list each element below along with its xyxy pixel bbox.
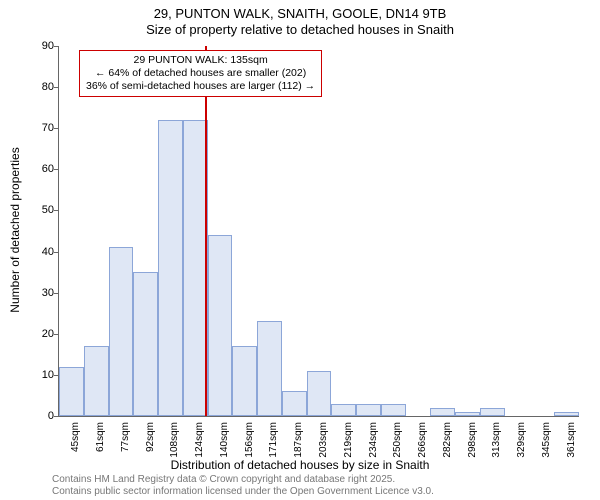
y-tick-label: 0: [0, 410, 54, 422]
histogram-bar: [331, 404, 356, 416]
x-tick-label: 45sqm: [70, 422, 81, 462]
histogram-bar: [554, 412, 579, 416]
histogram-bar: [183, 120, 208, 416]
x-tick-label: 329sqm: [516, 422, 527, 462]
annotation-line: 36% of semi-detached houses are larger (…: [86, 80, 315, 93]
x-tick-label: 345sqm: [541, 422, 552, 462]
annotation-line: 29 PUNTON WALK: 135sqm: [86, 54, 315, 67]
x-tick-label: 77sqm: [120, 422, 131, 462]
x-tick-label: 171sqm: [268, 422, 279, 462]
annotation-box: 29 PUNTON WALK: 135sqm← 64% of detached …: [79, 50, 322, 97]
x-tick-label: 108sqm: [169, 422, 180, 462]
annotation-line: ← 64% of detached houses are smaller (20…: [86, 67, 315, 80]
histogram-bar: [84, 346, 109, 416]
x-tick-label: 61sqm: [95, 422, 106, 462]
x-tick-label: 361sqm: [566, 422, 577, 462]
histogram-bar: [430, 408, 455, 416]
histogram-bar: [307, 371, 332, 416]
plot-area: 29 PUNTON WALK: 135sqm← 64% of detached …: [58, 46, 579, 417]
chart-title: 29, PUNTON WALK, SNAITH, GOOLE, DN14 9TB…: [0, 0, 600, 39]
x-tick-label: 187sqm: [293, 422, 304, 462]
y-tick-label: 40: [0, 246, 54, 258]
y-tick-label: 30: [0, 287, 54, 299]
y-tick-label: 70: [0, 122, 54, 134]
histogram-bar: [133, 272, 158, 416]
x-tick-label: 298sqm: [467, 422, 478, 462]
x-tick-label: 219sqm: [343, 422, 354, 462]
footer-line2: Contains public sector information licen…: [52, 486, 434, 498]
histogram-bar: [257, 321, 282, 416]
x-axis-label: Distribution of detached houses by size …: [0, 458, 600, 472]
property-marker-line: [205, 46, 207, 416]
histogram-bar: [158, 120, 183, 416]
x-tick-label: 250sqm: [392, 422, 403, 462]
x-tick-label: 203sqm: [318, 422, 329, 462]
y-tick-label: 20: [0, 328, 54, 340]
histogram-bar: [109, 247, 134, 416]
x-tick-label: 266sqm: [417, 422, 428, 462]
title-subtitle: Size of property relative to detached ho…: [0, 22, 600, 38]
histogram-bar: [480, 408, 505, 416]
y-tick-label: 60: [0, 163, 54, 175]
histogram-bar: [282, 391, 307, 416]
x-tick-label: 124sqm: [194, 422, 205, 462]
footer-line1: Contains HM Land Registry data © Crown c…: [52, 474, 434, 486]
histogram-bar: [356, 404, 381, 416]
histogram-bar: [208, 235, 233, 416]
x-tick-label: 313sqm: [491, 422, 502, 462]
x-tick-label: 92sqm: [145, 422, 156, 462]
x-tick-label: 140sqm: [219, 422, 230, 462]
x-tick-label: 156sqm: [244, 422, 255, 462]
histogram-bar: [59, 367, 84, 416]
footer-attribution: Contains HM Land Registry data © Crown c…: [52, 474, 434, 497]
y-tick-label: 80: [0, 81, 54, 93]
histogram-bar: [381, 404, 406, 416]
chart-container: 29, PUNTON WALK, SNAITH, GOOLE, DN14 9TB…: [0, 0, 600, 500]
y-tick-label: 10: [0, 369, 54, 381]
x-tick-label: 282sqm: [442, 422, 453, 462]
x-tick-label: 234sqm: [368, 422, 379, 462]
y-tick-label: 50: [0, 204, 54, 216]
y-tick-label: 90: [0, 40, 54, 52]
histogram-bar: [455, 412, 480, 416]
title-address: 29, PUNTON WALK, SNAITH, GOOLE, DN14 9TB: [0, 6, 600, 22]
histogram-bar: [232, 346, 257, 416]
